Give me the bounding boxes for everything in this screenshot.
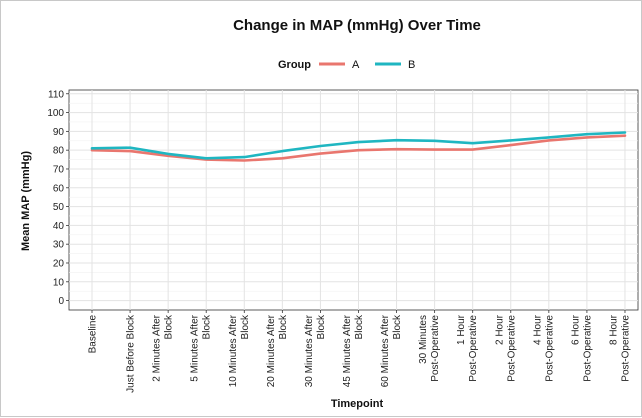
x-tick-label: Baseline bbox=[88, 315, 99, 354]
x-tick-label: 20 Minutes After Block bbox=[266, 314, 289, 387]
legend-label-a: A bbox=[352, 59, 360, 71]
y-tick-label: 90 bbox=[53, 127, 65, 138]
y-tick-label: 20 bbox=[53, 258, 65, 269]
series-line-b bbox=[90, 131, 627, 160]
x-axis-title: Timepoint bbox=[331, 398, 384, 410]
x-tick-label: 60 Minutes After Block bbox=[380, 314, 403, 387]
x-tick-label-line: 1 Hour bbox=[456, 314, 467, 345]
x-tick-label: 30 Minutes Post-Operative bbox=[418, 315, 441, 382]
x-tick-label-line: 5 Minutes After bbox=[190, 314, 201, 381]
x-tick-label: 10 Minutes After Block bbox=[228, 314, 251, 387]
y-tick-label: 70 bbox=[53, 164, 65, 175]
gridlines bbox=[69, 90, 638, 310]
x-tick-label-line: Post-Operative bbox=[506, 315, 517, 382]
x-tick-label-line: Post-Operative bbox=[582, 315, 593, 382]
x-tick-label: 45 Minutes After Block bbox=[342, 314, 365, 387]
x-tick-label-line: Post-Operative bbox=[430, 315, 441, 382]
x-tick-label-line: 2 Minutes After bbox=[152, 314, 163, 381]
x-tick-label: Just Before Block bbox=[126, 314, 137, 393]
x-tick-label-line: Block bbox=[316, 314, 327, 339]
x-tick-label-line: Block bbox=[202, 314, 213, 339]
y-axis: 0 10 20 30 40 50 60 70 80 90 100 110 bbox=[47, 89, 69, 307]
x-tick-label-line: Post-Operative bbox=[468, 315, 479, 382]
x-tick-label-line: Block bbox=[240, 314, 251, 339]
x-tick-label-line: Block bbox=[392, 314, 403, 339]
x-tick-label-line: 60 Minutes After bbox=[380, 314, 391, 387]
y-tick-label: 30 bbox=[53, 240, 65, 251]
y-tick-label: 60 bbox=[53, 183, 65, 194]
x-tick-label-line: Block bbox=[354, 314, 365, 339]
x-tick-label-line: 45 Minutes After bbox=[342, 314, 353, 387]
series-lines bbox=[90, 131, 627, 162]
y-tick-label: 0 bbox=[58, 296, 64, 307]
x-tick-label-line: Baseline bbox=[88, 315, 99, 354]
x-tick-label-line: 30 Minutes After bbox=[304, 314, 315, 387]
x-tick-label-line: Post-Operative bbox=[620, 315, 631, 382]
x-tick-label-line: 20 Minutes After bbox=[266, 314, 277, 387]
x-tick-label-line: 8 Hour bbox=[608, 314, 619, 345]
x-tick-label: 1 Hour Post-Operative bbox=[456, 314, 479, 381]
x-axis: Baseline Just Before Block 2 Minutes After… bbox=[88, 310, 631, 393]
x-tick-label-line: 2 Hour bbox=[494, 314, 505, 345]
y-axis-title: Mean MAP (mmHg) bbox=[20, 151, 32, 251]
x-tick-label: 2 Minutes After Block bbox=[152, 314, 175, 382]
x-tick-label-line: 10 Minutes After bbox=[228, 314, 239, 387]
x-tick-label-line: 4 Hour bbox=[532, 314, 543, 345]
legend-title: Group bbox=[278, 59, 311, 71]
x-tick-label-line: 6 Hour bbox=[570, 314, 581, 345]
x-tick-label-line: 30 Minutes bbox=[418, 315, 429, 364]
plot-panel bbox=[68, 89, 639, 311]
x-tick-label: 30 Minutes After Block bbox=[304, 314, 327, 387]
x-tick-label-line: Block bbox=[278, 314, 289, 339]
y-tick-label: 110 bbox=[48, 89, 64, 100]
y-tick-label: 50 bbox=[53, 202, 65, 213]
legend: Group A B bbox=[278, 59, 415, 71]
y-tick-label: 100 bbox=[47, 108, 64, 119]
x-tick-label-line: Block bbox=[164, 314, 175, 339]
x-tick-label: 2 Hour Post-Operative bbox=[494, 314, 517, 381]
x-tick-label: 5 Minutes After Block bbox=[190, 314, 213, 382]
x-tick-label: 8 Hour Post-Operative bbox=[608, 314, 631, 381]
y-tick-label: 10 bbox=[53, 277, 65, 288]
legend-label-b: B bbox=[408, 59, 415, 71]
series-line-a bbox=[90, 134, 627, 162]
y-tick-label: 80 bbox=[53, 146, 65, 157]
x-tick-label: 6 Hour Post-Operative bbox=[570, 314, 593, 381]
x-tick-label-line: Post-Operative bbox=[544, 315, 555, 382]
chart-title: Change in MAP (mmHg) Over Time bbox=[233, 17, 481, 34]
x-tick-label: 4 Hour Post-Operative bbox=[532, 314, 555, 381]
y-tick-label: 40 bbox=[53, 221, 65, 232]
x-tick-label-line: Just Before Block bbox=[126, 314, 137, 393]
